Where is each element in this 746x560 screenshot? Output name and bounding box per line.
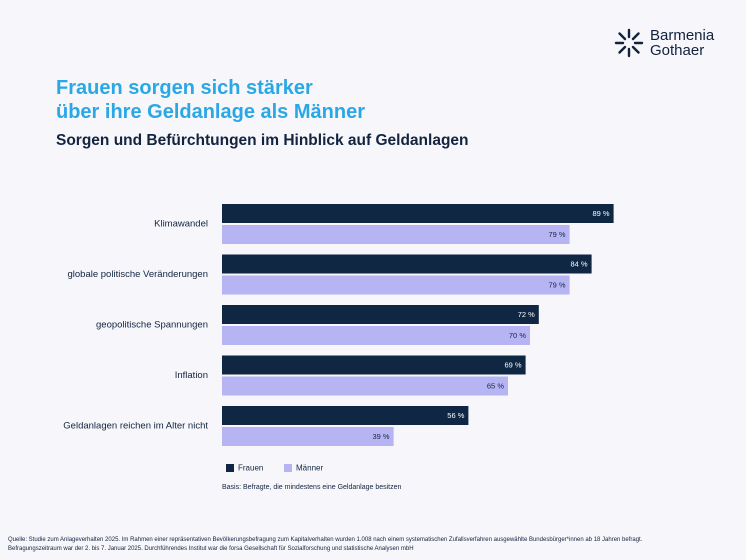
- brand-name: Barmenia Gothaer: [650, 28, 714, 58]
- bar-frauen: [222, 355, 526, 375]
- legend-swatch-frauen: [226, 464, 234, 472]
- data-label: 89 %: [592, 209, 609, 218]
- legend-swatch-maenner: [284, 464, 292, 472]
- legend-label: Männer: [296, 464, 323, 473]
- footnote-line2: Befragungszeitraum war der 2. bis 7. Jan…: [8, 546, 414, 552]
- legend-label: Frauen: [238, 464, 263, 473]
- bar-maenner: [222, 225, 570, 244]
- data-label: 72 %: [518, 310, 535, 319]
- brand-name-line2: Gothaer: [650, 42, 705, 59]
- data-label: 56 %: [447, 411, 464, 420]
- category-label: globale politische Veränderungen: [68, 269, 209, 280]
- category-label: Inflation: [175, 370, 208, 381]
- data-label: 70 %: [509, 331, 526, 340]
- data-label: 39 %: [372, 432, 389, 441]
- chart-subtitle: Sorgen und Befürchtungen im Hinblick auf…: [56, 132, 469, 149]
- brand-logo: Barmenia Gothaer: [614, 28, 714, 58]
- headline-line1: Frauen sorgen sich stärker: [56, 77, 313, 99]
- data-label: 79 %: [548, 230, 565, 239]
- source-footnote: Quelle: Studie zum Anlageverhalten 2025.…: [8, 536, 738, 554]
- bar-frauen: [222, 305, 539, 324]
- basis-note: Basis: Befragte, die mindestens eine Gel…: [222, 484, 402, 491]
- bar-maenner: [222, 275, 570, 295]
- headline: Frauen sorgen sich stärker über ihre Gel…: [56, 76, 365, 124]
- bar-frauen: [222, 254, 592, 274]
- data-label: 65 %: [487, 381, 504, 390]
- data-label: 79 %: [548, 280, 565, 289]
- headline-line2: über ihre Geldanlage als Männer: [56, 101, 365, 123]
- category-label: Klimawandel: [154, 219, 208, 230]
- bar-maenner: [222, 326, 530, 345]
- bar-maenner: [222, 427, 394, 446]
- brand-name-line1: Barmenia: [650, 27, 715, 44]
- category-label: geopolitische Spannungen: [96, 320, 208, 331]
- bar-frauen: [222, 204, 614, 223]
- bar-maenner: [222, 376, 508, 396]
- footnote-line1: Quelle: Studie zum Anlageverhalten 2025.…: [8, 537, 643, 543]
- data-label: 69 %: [504, 360, 521, 369]
- data-label: 84 %: [570, 259, 587, 268]
- brand-star-icon: [614, 28, 644, 58]
- bar-frauen: [222, 406, 469, 425]
- category-label: Geldanlagen reichen im Alter nicht: [63, 421, 208, 432]
